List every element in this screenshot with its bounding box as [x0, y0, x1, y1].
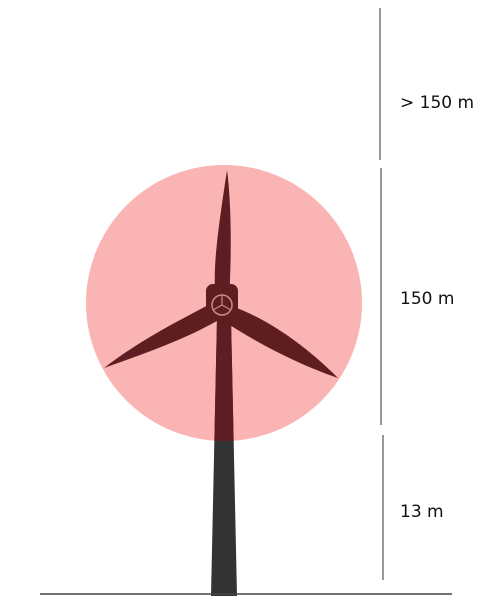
height-label: > 150 m: [400, 93, 474, 113]
height-label: 150 m: [400, 289, 454, 309]
wind-turbine-diagram: > 150 m 150 m 13 m: [0, 0, 498, 597]
height-label: 13 m: [400, 502, 444, 522]
